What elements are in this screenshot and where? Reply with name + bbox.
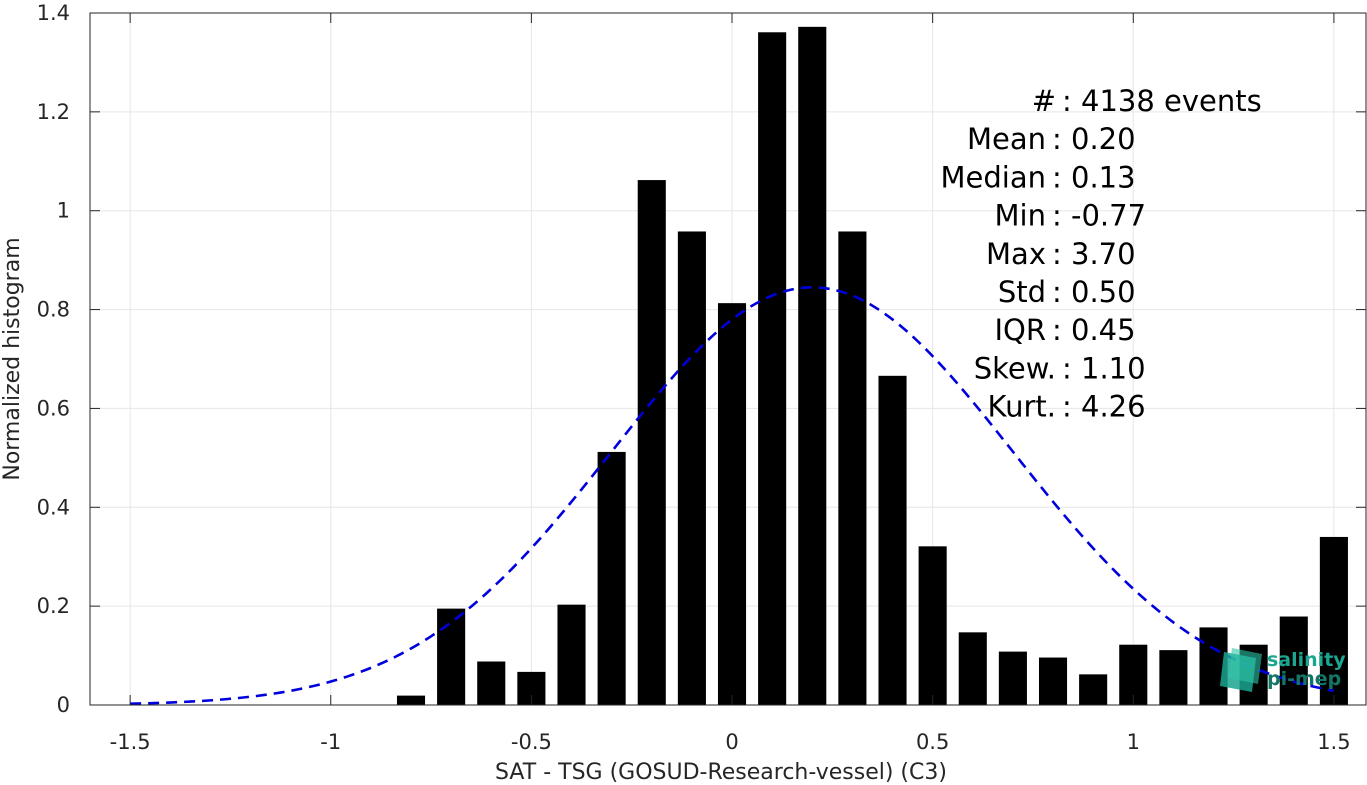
histogram-bar [1159, 650, 1188, 705]
stat-value: : 3.70 [1052, 237, 1136, 271]
histogram-bar [1038, 657, 1068, 705]
y-tick-label: 0.6 [37, 396, 70, 420]
histogram-bar [717, 303, 747, 705]
y-tick-label: 0.8 [37, 298, 70, 322]
stat-value: : 4.26 [1062, 390, 1146, 424]
histogram-bar [878, 375, 907, 705]
histogram-bar [838, 231, 867, 705]
stat-label: Mean [967, 122, 1046, 156]
x-axis-label: SAT - TSG (GOSUD-Research-vessel) (C3) [495, 760, 947, 785]
histogram-bar [798, 26, 827, 705]
logo-line2: pi-mep [1267, 668, 1341, 690]
normal-fit-curve [130, 286, 1335, 706]
histogram-bar [1079, 674, 1108, 705]
tick-labels: -1.5 -1 -0.5 0 0.5 1 1.5 0 0.2 0.4 0.6 0.8 1 1.2 1.4 [37, 1, 1351, 754]
histogram-bar [1319, 536, 1348, 705]
logo-cube-face-icon [1228, 648, 1262, 684]
x-tick-label: 1.5 [1317, 730, 1350, 754]
x-tick-label: -1 [320, 730, 341, 754]
y-tick-label: 0 [57, 693, 70, 717]
x-tick-label: 1 [1127, 730, 1140, 754]
stat-value: : 1.10 [1062, 351, 1146, 385]
y-tick-label: 0.4 [37, 495, 70, 519]
histogram-bar [918, 546, 947, 705]
stat-value: : 0.45 [1052, 313, 1136, 347]
histogram-bar [758, 32, 787, 705]
histogram-bar [396, 695, 426, 705]
stat-label: # [1032, 84, 1056, 118]
y-tick-label: 1.4 [37, 1, 70, 25]
axes [89, 12, 1367, 706]
stat-label: Std [998, 275, 1046, 309]
histogram-bar [998, 651, 1027, 705]
stat-value: : -0.77 [1052, 199, 1146, 233]
y-axis-label: Normalized histogram [0, 237, 25, 480]
histogram-bars [396, 26, 1348, 705]
logo-line1: salinity [1267, 649, 1346, 671]
stat-label: Min [995, 199, 1046, 233]
fit-curve-line [130, 286, 1335, 706]
histogram-bar [597, 451, 626, 705]
histogram-bar [557, 604, 586, 705]
y-tick-label: 1 [57, 199, 70, 223]
histogram-bar [1119, 644, 1148, 705]
stat-label: IQR [994, 313, 1046, 347]
plot-frame [89, 12, 1367, 706]
histogram-bar [1279, 616, 1308, 705]
stat-value: : 0.20 [1052, 122, 1136, 156]
x-tick-label: -0.5 [511, 730, 552, 754]
stat-label: Skew. [974, 351, 1056, 385]
salinity-pimep-logo: salinity pi-mep [1220, 648, 1346, 692]
stat-value: : 4138 events [1062, 84, 1262, 118]
stat-label: Kurt. [988, 390, 1056, 424]
stat-value: : 0.13 [1052, 160, 1136, 194]
histogram-bar [437, 608, 466, 705]
grid-lines [90, 12, 1366, 706]
stat-label: Max [986, 237, 1046, 271]
x-tick-label: 0.5 [916, 730, 949, 754]
stat-label: Median [941, 160, 1046, 194]
y-tick-label: 1.2 [37, 100, 70, 124]
histogram-bar [477, 661, 506, 705]
x-tick-label: -1.5 [110, 730, 151, 754]
y-tick-label: 0.2 [37, 594, 70, 618]
x-tick-label: 0 [725, 730, 738, 754]
histogram-bar [637, 180, 666, 705]
histogram-bar [677, 231, 706, 705]
stat-value: : 0.50 [1052, 275, 1136, 309]
histogram-bar [958, 632, 987, 705]
